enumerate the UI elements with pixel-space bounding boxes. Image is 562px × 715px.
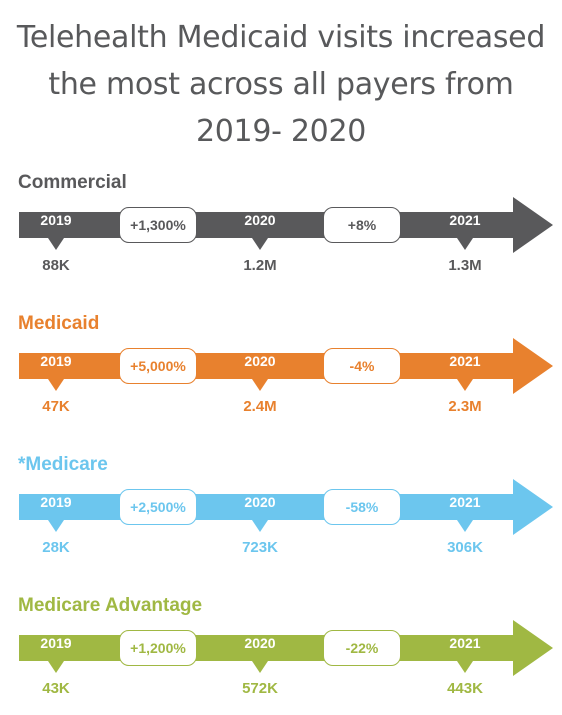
year-pointer	[457, 238, 473, 250]
visit-count: 2.4M	[243, 398, 277, 415]
title-line-2: the most across all payers from	[48, 67, 514, 102]
change-badge: +5,000%	[119, 348, 197, 384]
year-pointer	[457, 379, 473, 391]
change-badge: -22%	[323, 630, 401, 666]
change-badge: +1,300%	[119, 207, 197, 243]
year-label: 2020	[244, 212, 276, 228]
visit-count: 306K	[447, 539, 483, 556]
timeline-arrow	[19, 197, 553, 253]
year-pointer	[252, 379, 268, 391]
title-line-1: Telehealth Medicaid visits increased	[16, 20, 546, 55]
year-label: 2020	[244, 353, 276, 369]
payer-name: Medicaid	[18, 313, 100, 334]
payer-row: *Medicare 2019 2020 2021 +2,500% -58% 28K 723K…	[0, 454, 562, 574]
year-label: 2019	[40, 635, 72, 651]
payer-name: Medicare Advantage	[18, 595, 203, 616]
year-label: 2021	[449, 353, 481, 369]
visit-count: 723K	[242, 539, 278, 556]
year-label: 2019	[40, 353, 72, 369]
change-badge: +1,200%	[119, 630, 197, 666]
change-badge: +8%	[323, 207, 401, 243]
year-pointer	[457, 661, 473, 673]
year-pointer	[48, 520, 64, 532]
timeline-arrow	[19, 620, 553, 676]
visit-count: 47K	[42, 398, 70, 415]
page-title: Telehealth Medicaid visits increased the…	[0, 14, 562, 155]
payer-row: Commercial 2019 2020 2021 +1,300% +8% 88K 1.2M…	[0, 172, 562, 292]
payer-row: Medicare Advantage 2019 2020 2021 +1,200% -2…	[0, 595, 562, 715]
visit-count: 28K	[42, 539, 70, 556]
visit-count: 572K	[242, 680, 278, 697]
visit-count: 88K	[42, 257, 70, 274]
payer-name: Commercial	[18, 172, 127, 193]
change-badge: +2,500%	[119, 489, 197, 525]
visit-count: 43K	[42, 680, 70, 697]
year-pointer	[48, 379, 64, 391]
title-line-3: 2019- 2020	[195, 114, 367, 149]
year-label: 2019	[40, 494, 72, 510]
year-pointer	[457, 520, 473, 532]
year-label: 2020	[244, 635, 276, 651]
change-badge: -4%	[323, 348, 401, 384]
visit-count: 1.2M	[243, 257, 277, 274]
payer-name: *Medicare	[18, 454, 108, 475]
year-label: 2021	[449, 494, 481, 510]
year-pointer	[252, 520, 268, 532]
year-pointer	[252, 661, 268, 673]
visit-count: 2.3M	[448, 398, 482, 415]
visit-count: 443K	[447, 680, 483, 697]
year-label: 2020	[244, 494, 276, 510]
year-pointer	[48, 661, 64, 673]
timeline-arrow	[19, 479, 553, 535]
payer-row: Medicaid 2019 2020 2021 +5,000% -4% 47K 2.4M 2.…	[0, 313, 562, 433]
year-pointer	[48, 238, 64, 250]
timeline-arrow	[19, 338, 553, 394]
year-label: 2021	[449, 212, 481, 228]
year-pointer	[252, 238, 268, 250]
change-badge: -58%	[323, 489, 401, 525]
visit-count: 1.3M	[448, 257, 482, 274]
year-label: 2021	[449, 635, 481, 651]
year-label: 2019	[40, 212, 72, 228]
